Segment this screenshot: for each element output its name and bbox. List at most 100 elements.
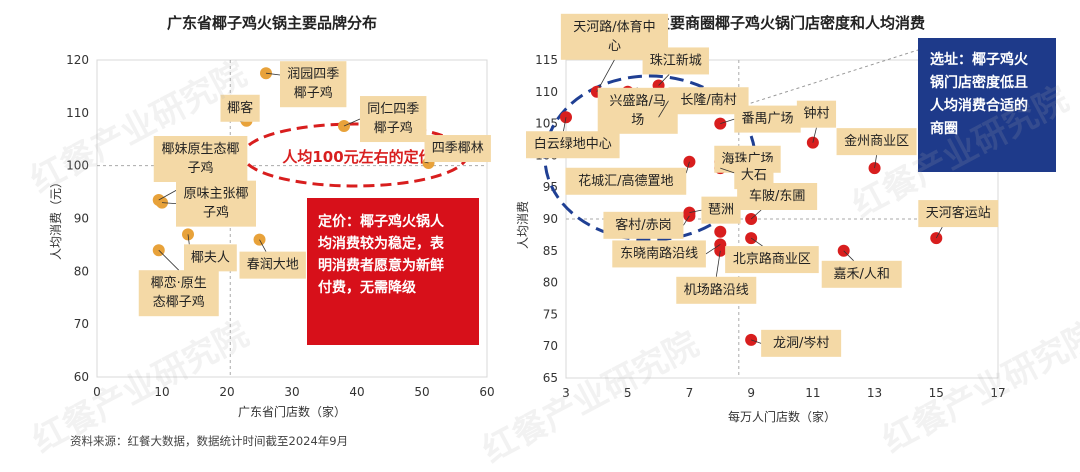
right-point-label-box xyxy=(701,196,741,224)
left-point-label: 椰恋·原生态椰子鸡 xyxy=(151,275,207,310)
right-x-ticks: 3 5 7 9 11 13 15 17 xyxy=(562,386,1005,400)
right-y-tick-label: 110 xyxy=(535,85,558,99)
left-pricing-box xyxy=(307,198,479,345)
left-point-label: 四季椰林 xyxy=(432,141,484,156)
right-point-label-box xyxy=(734,105,801,133)
left-y-tick-label: 100 xyxy=(66,159,89,173)
right-point-label-box xyxy=(676,276,757,304)
left-leader-line xyxy=(158,249,180,271)
left-y-tick-label: 90 xyxy=(74,212,89,226)
left-point-label-box xyxy=(239,251,306,279)
right-point-label: 大石 xyxy=(741,168,767,183)
right-leader-line xyxy=(750,237,763,247)
right-x-axis-label: 每万人门店数（家） xyxy=(728,409,836,424)
left-x-tick-label: 50 xyxy=(414,385,429,399)
left-point-label-box xyxy=(424,135,491,163)
left-leader-line xyxy=(161,202,177,205)
left-point-label: 原味主张椰子鸡 xyxy=(183,187,248,221)
right-point xyxy=(714,244,727,257)
right-point-label: 白云绿地中心 xyxy=(534,136,612,152)
left-point-label-box xyxy=(153,136,248,183)
left-y-axis-label: 人均消费（元） xyxy=(49,176,63,260)
right-y-tick-label: 70 xyxy=(543,339,558,353)
right-point-label: 番禺广场 xyxy=(741,112,793,127)
left-x-axis-label: 广东省门店数（家） xyxy=(238,404,346,419)
right-leader-line xyxy=(874,155,877,169)
right-leader-line xyxy=(812,127,817,143)
left-point-label-box xyxy=(138,270,219,317)
right-leader-line xyxy=(715,250,721,277)
right-point-label: 金州商业区 xyxy=(844,133,909,149)
right-point-label: 北京路商业区 xyxy=(733,251,811,267)
right-y-tick-label: 90 xyxy=(543,212,558,226)
left-point-label-box xyxy=(220,94,260,122)
left-x-ticks: 0 10 20 30 40 50 60 xyxy=(93,385,494,399)
right-x-tick-label: 3 xyxy=(562,386,570,400)
left-x-tick-label: 30 xyxy=(284,385,299,399)
right-leader-line xyxy=(563,117,567,132)
right-x-tick-label: 5 xyxy=(624,386,632,400)
right-point-label: 嘉禾/人和 xyxy=(834,267,890,282)
left-y-tick-label: 80 xyxy=(74,264,89,278)
right-chart-title: 主要商圈椰子鸡火锅门店密度和人均消费 xyxy=(655,14,925,32)
left-point-label-box xyxy=(360,96,427,143)
left-pricing-box-text: 定价：椰子鸡火锅人均消费较为稳定，表明消费者愿意为新鲜付费，无需降级 xyxy=(318,213,445,296)
right-x-tick-label: 15 xyxy=(929,386,944,400)
right-x-tick-label: 7 xyxy=(686,386,694,400)
right-point-label-box xyxy=(526,131,620,159)
right-leader-line xyxy=(683,215,690,226)
right-y-axis-label: 人均消费 xyxy=(516,201,530,249)
left-leader-line xyxy=(265,72,281,76)
right-y-tick-label: 105 xyxy=(535,117,558,131)
right-leader-line xyxy=(935,226,943,239)
right-point-label: 车陂/东圃 xyxy=(749,188,805,204)
right-callout-line xyxy=(744,49,919,106)
left-point-label: 润园四季椰子鸡 xyxy=(287,67,339,101)
right-leader-line xyxy=(720,167,735,174)
right-point-label: 兴盛路/马场 xyxy=(610,93,666,128)
left-price-annotation: 人均100元左右的定价 xyxy=(282,148,434,166)
right-point-label: 钟村 xyxy=(803,106,829,122)
left-y-tick-label: 70 xyxy=(74,317,89,331)
left-point-label-box xyxy=(280,61,347,108)
right-y-tick-label: 80 xyxy=(543,276,558,290)
left-x-tick-label: 0 xyxy=(93,385,101,399)
right-x-tick-label: 11 xyxy=(805,386,820,400)
right-site-box xyxy=(918,38,1056,172)
right-point-label-box xyxy=(725,246,819,274)
right-point-label: 天河客运站 xyxy=(926,205,991,221)
left-leader-line xyxy=(424,161,429,164)
left-point-label: 椰妹原生态椰子鸡 xyxy=(162,142,240,176)
left-chart: 广东省椰子鸡火锅主要品牌分布 0 10 20 30 40 50 60 60 70 80 90 100… xyxy=(49,14,495,419)
right-chart: 主要商圈椰子鸡火锅门店密度和人均消费 3 5 7 9 11 13 15 17 65 70 75 80… xyxy=(516,13,1056,424)
right-point-label-box xyxy=(642,47,709,75)
right-leader-line xyxy=(750,209,762,220)
right-point-label-box xyxy=(761,329,842,357)
right-point-label-box xyxy=(603,211,684,239)
left-x-tick-label: 10 xyxy=(154,385,169,399)
right-y-tick-label: 75 xyxy=(543,307,558,321)
left-point-label: 椰夫人 xyxy=(191,250,230,265)
right-point-label-box xyxy=(918,200,999,228)
left-point-label: 同仁四季椰子鸡 xyxy=(367,102,419,136)
right-point xyxy=(714,225,727,238)
right-point-label: 客村/赤岗 xyxy=(615,217,671,233)
left-y-ticks: 60 70 80 90 100 110 120 xyxy=(66,53,89,384)
right-point-label-box xyxy=(597,87,678,134)
right-point-label: 琶洲 xyxy=(708,203,734,218)
right-leader-line xyxy=(720,118,735,124)
right-point-label-box xyxy=(565,167,687,195)
right-point xyxy=(714,117,727,130)
right-x-tick-label: 17 xyxy=(990,386,1005,400)
right-leader-line xyxy=(596,59,615,92)
right-point-label-box xyxy=(796,100,837,128)
right-leader-line xyxy=(685,161,690,174)
right-point-label: 珠江新城 xyxy=(650,52,702,68)
right-leader-line xyxy=(658,100,669,118)
left-point-label: 春润大地 xyxy=(247,258,299,273)
left-point-label-box xyxy=(176,180,256,227)
right-y-ticks: 65707580859095100105110115 xyxy=(535,53,558,385)
right-point-label-box xyxy=(737,183,818,210)
